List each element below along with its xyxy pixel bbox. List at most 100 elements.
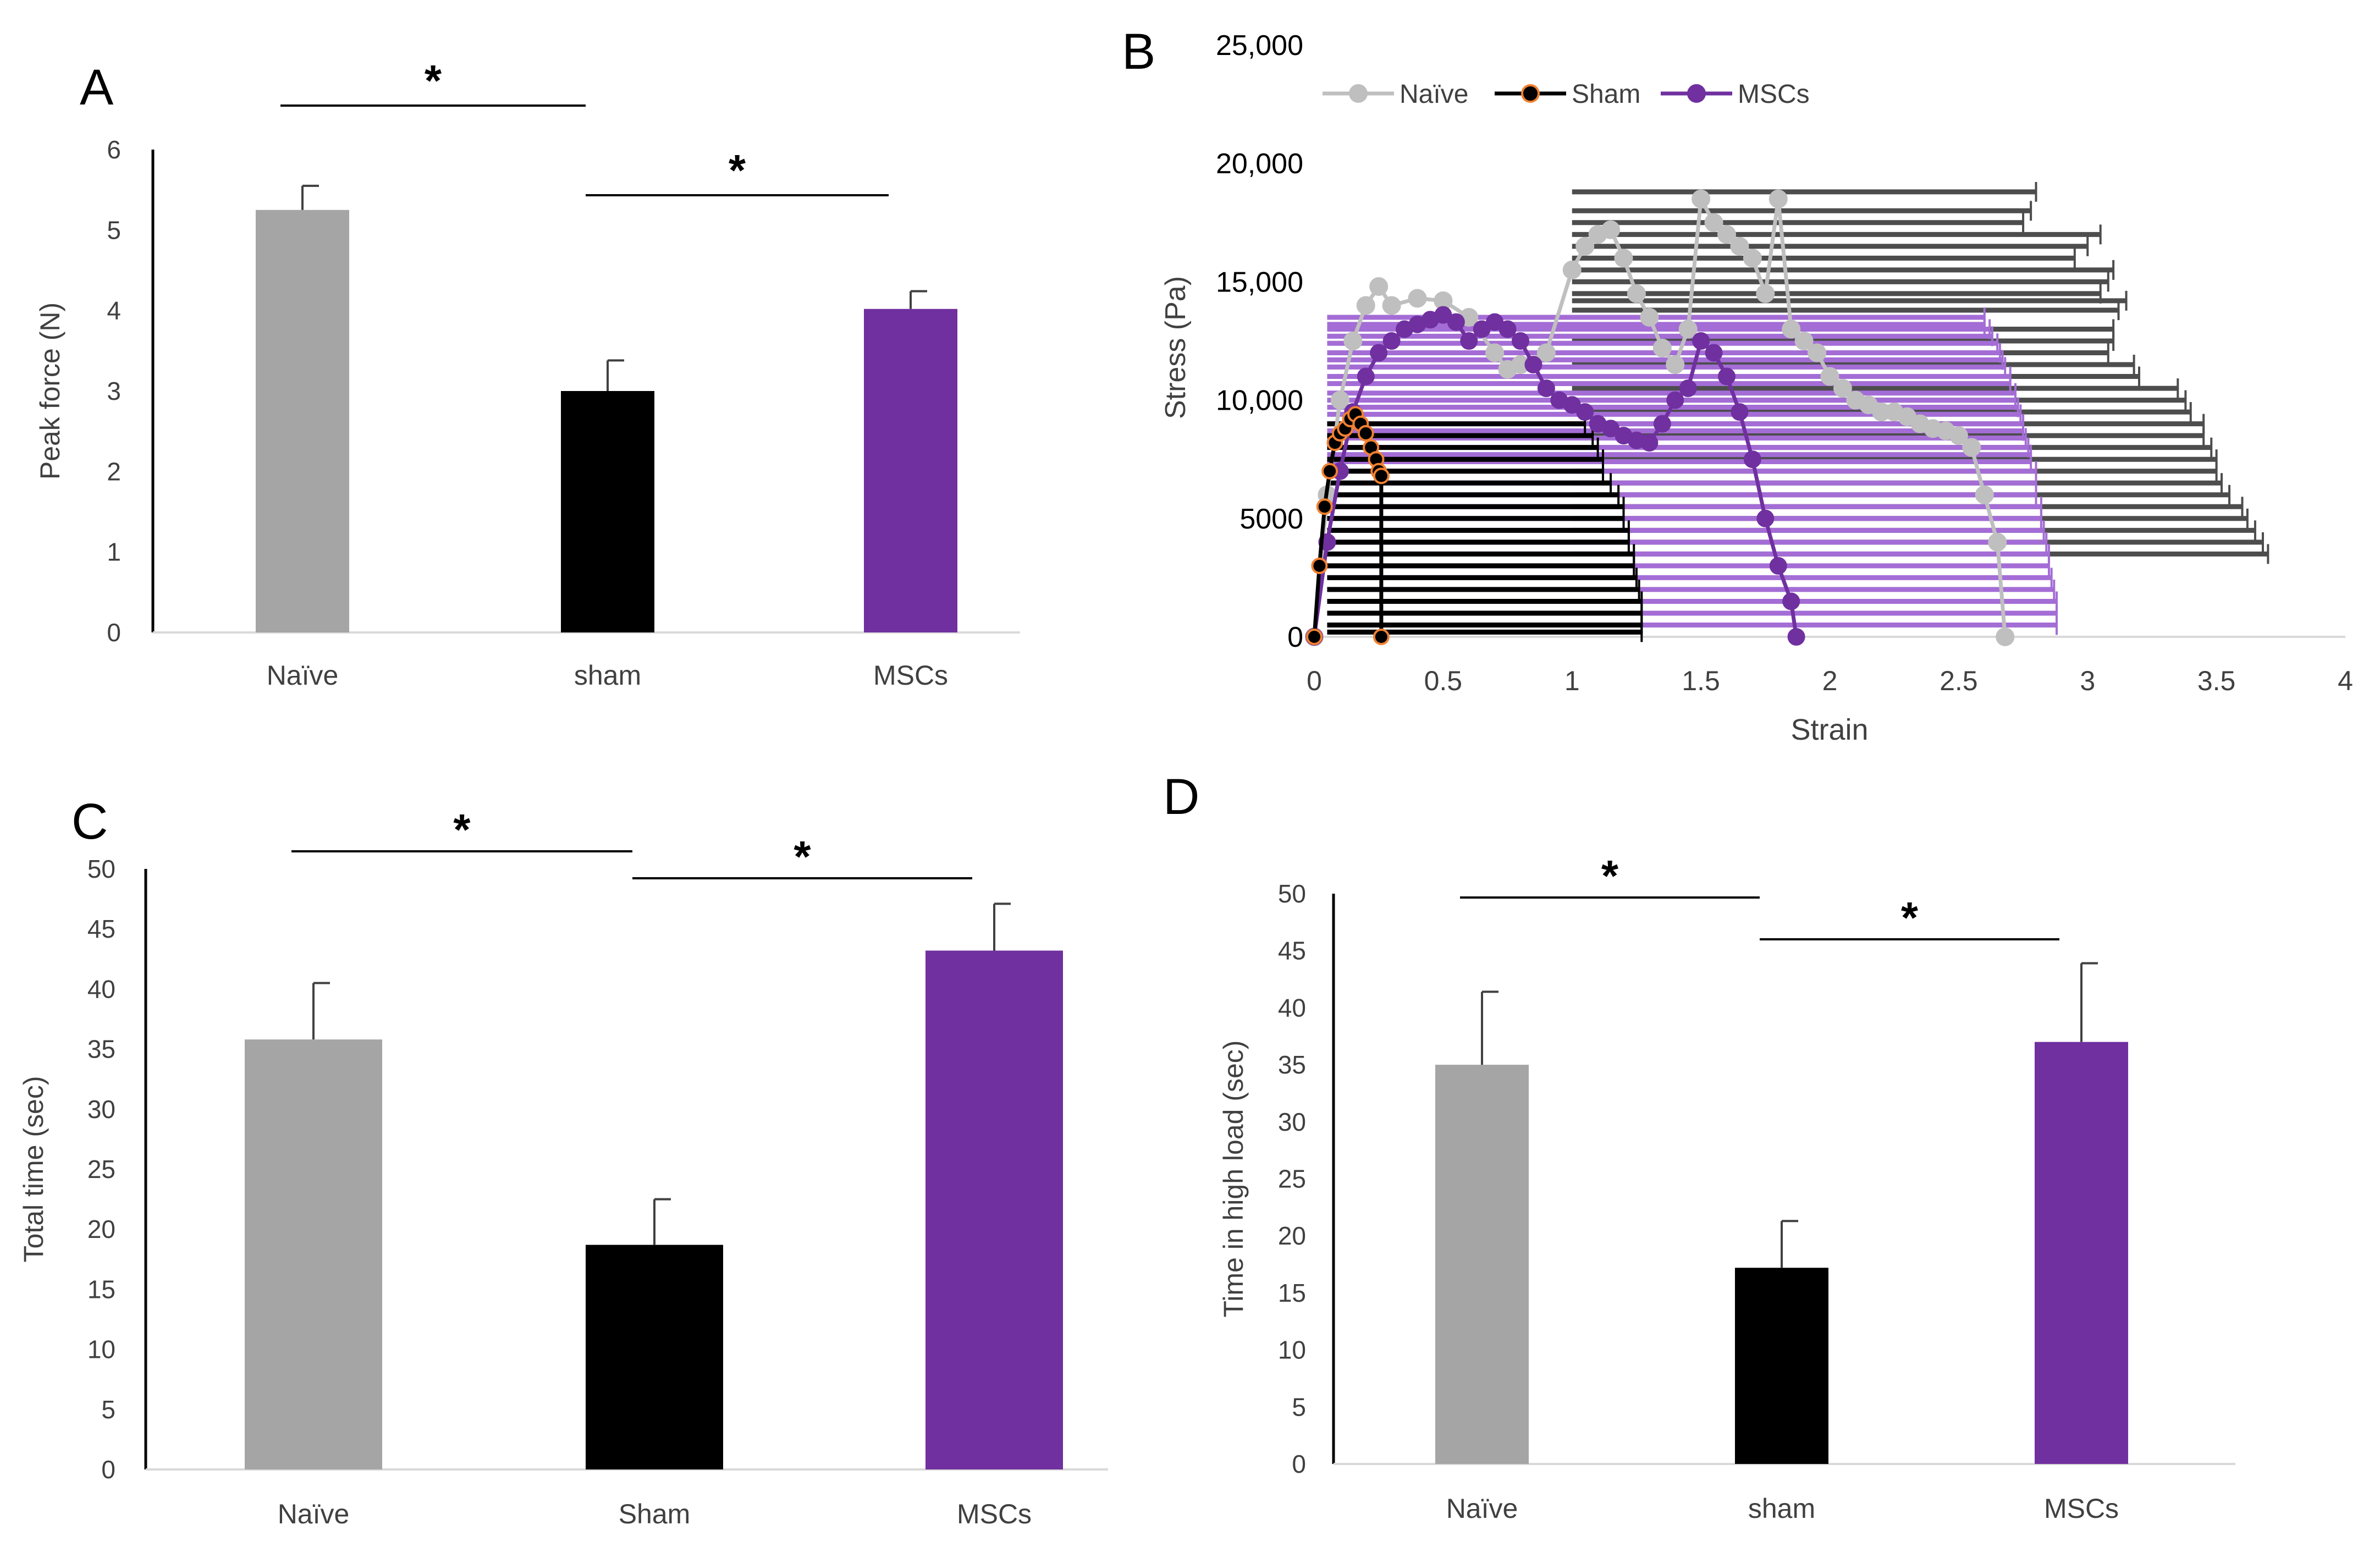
naive-point — [1704, 213, 1723, 232]
y-tick-label: 15 — [1278, 1279, 1306, 1307]
y-tick-label: 30 — [87, 1095, 115, 1124]
mscs-point — [1731, 403, 1749, 421]
mscs-point — [1447, 313, 1465, 331]
mscs-point — [1718, 367, 1736, 386]
x-tick-label: 2 — [1822, 665, 1838, 696]
x-tick-label: Sham — [619, 1499, 691, 1529]
naive-point — [1782, 320, 1801, 339]
y-tick-label: 35 — [1278, 1050, 1306, 1079]
mscs-point — [1640, 434, 1659, 452]
naive-point — [1330, 390, 1349, 410]
y-tick-label: 0 — [107, 618, 121, 647]
bar-na-ve — [256, 210, 349, 632]
mscs-point — [1498, 320, 1517, 338]
y-tick-label: 10 — [87, 1335, 115, 1364]
sham-point — [1373, 629, 1390, 645]
y-tick-label: 25,000 — [1216, 30, 1303, 62]
naive-point — [1743, 249, 1762, 268]
y-tick-label: 0 — [101, 1455, 115, 1484]
sham-point — [1311, 557, 1328, 574]
y-tick-label: 0 — [1292, 1450, 1306, 1478]
x-tick-label: 0 — [1307, 665, 1322, 696]
y-axis-label: Total time (sec) — [18, 1076, 49, 1263]
mscs-point — [1357, 367, 1375, 386]
naive-point — [1833, 379, 1852, 398]
x-tick-label: Naïve — [1446, 1493, 1518, 1524]
naive-point — [1756, 284, 1775, 303]
mscs-point — [1769, 557, 1787, 575]
naive-point — [1562, 260, 1582, 279]
significance-star: * — [729, 146, 746, 195]
sham-point — [1321, 463, 1338, 480]
y-tick-label: 1 — [107, 538, 121, 566]
naive-point — [1996, 627, 2015, 646]
panel-letter: B — [1122, 24, 1155, 80]
mscs-point — [1524, 356, 1542, 374]
x-tick-label: 1 — [1564, 665, 1580, 696]
legend-marker-sham — [1521, 84, 1540, 103]
naive-point — [1536, 343, 1556, 362]
y-tick-label: 5000 — [1239, 503, 1303, 535]
mscs-point — [1653, 415, 1671, 433]
panel-b: B 0 0.5 1 1.5 2 2.5 3 3.5 4 0 5000 10,000 15,000 20,00… — [1122, 24, 2353, 746]
x-axis-label: Strain — [1790, 713, 1868, 746]
legend-marker-na-ve — [1349, 84, 1368, 103]
mscs-point — [1787, 628, 1805, 646]
naive-point — [1369, 277, 1389, 296]
legend-marker-mscs — [1687, 84, 1706, 103]
y-tick-label: 2 — [107, 457, 121, 486]
naive-point — [1485, 343, 1505, 362]
naive-point — [1382, 296, 1401, 315]
mscs-point — [1370, 344, 1388, 362]
legend-label-sham: Sham — [1572, 80, 1640, 109]
x-tick-label: 3 — [2080, 665, 2095, 696]
naive-point — [1988, 532, 2007, 552]
y-tick-label: 50 — [87, 855, 115, 883]
panel-d: D 0 5 10 15 20 25 30 35 40 45 50 Time in high load (… — [1163, 769, 2235, 1524]
y-tick-label: 20 — [1278, 1221, 1306, 1250]
y-axis-label: Stress (Pa) — [1160, 276, 1192, 419]
naive-point — [1575, 236, 1595, 256]
x-tick-label: 0.5 — [1424, 665, 1463, 696]
bar-na-ve — [1435, 1065, 1529, 1464]
significance-star: * — [425, 56, 442, 105]
y-tick-label: 5 — [1292, 1392, 1306, 1421]
y-tick-label: 15,000 — [1216, 266, 1303, 298]
naive-point — [1640, 307, 1659, 327]
mscs-point — [1743, 450, 1761, 469]
sham-point — [1357, 425, 1374, 442]
mscs-point — [1576, 403, 1594, 421]
x-tick-label: 2.5 — [1940, 665, 1978, 696]
y-tick-label: 10,000 — [1216, 385, 1303, 417]
sham-point — [1373, 467, 1390, 485]
panel-letter: A — [80, 59, 114, 115]
naive-point — [1769, 189, 1788, 208]
mscs-point — [1679, 379, 1697, 398]
naive-point — [1601, 220, 1621, 239]
mscs-point — [1460, 332, 1478, 350]
naive-point — [1614, 249, 1633, 268]
y-tick-label: 3 — [107, 377, 121, 405]
mscs-point — [1782, 592, 1800, 610]
naive-point — [1730, 236, 1749, 256]
legend-label-na-ve: Naïve — [1400, 80, 1468, 109]
y-tick-label: 4 — [107, 296, 121, 325]
mscs-point — [1382, 332, 1401, 350]
y-tick-label: 6 — [107, 135, 121, 164]
panel-c: C 0 5 10 15 20 25 30 35 40 45 50 Total time (sec) Naï… — [18, 794, 1108, 1529]
naive-point — [1820, 367, 1839, 386]
y-tick-label: 20,000 — [1216, 148, 1303, 180]
y-tick-label: 10 — [1278, 1336, 1306, 1364]
mscs-point — [1666, 391, 1684, 409]
y-tick-label: 50 — [1278, 879, 1306, 908]
bar-mscs — [925, 950, 1063, 1469]
naive-point — [1652, 338, 1672, 357]
naive-point — [1408, 289, 1427, 308]
y-tick-label: 15 — [87, 1275, 115, 1303]
y-tick-label: 45 — [1278, 937, 1306, 965]
legend-label-mscs: MSCs — [1738, 80, 1810, 109]
panel-letter: D — [1163, 769, 1199, 825]
significance-star: * — [794, 832, 811, 881]
naive-point — [1808, 343, 1827, 362]
sham-point — [1316, 498, 1333, 515]
